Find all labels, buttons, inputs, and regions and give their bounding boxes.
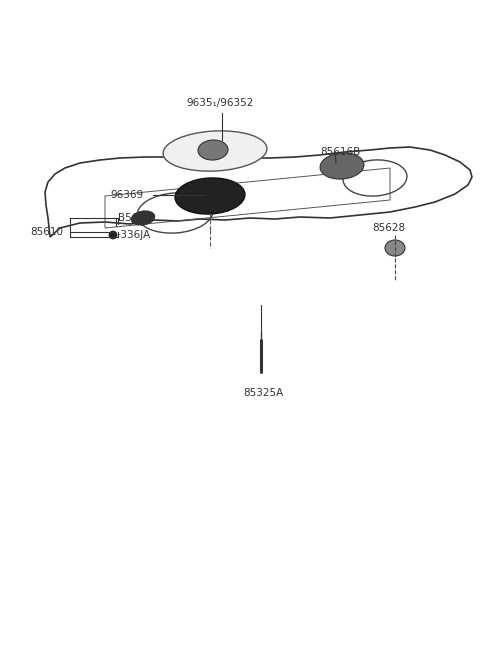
Ellipse shape xyxy=(131,211,155,225)
Text: 85616B: 85616B xyxy=(320,147,360,157)
Text: 96369: 96369 xyxy=(110,190,143,200)
Ellipse shape xyxy=(175,178,245,214)
Ellipse shape xyxy=(198,140,228,160)
Text: 85628: 85628 xyxy=(372,223,405,233)
Circle shape xyxy=(109,231,117,239)
Ellipse shape xyxy=(320,153,364,179)
Text: 85610: 85610 xyxy=(30,227,63,237)
Ellipse shape xyxy=(163,131,267,171)
Text: 9635₁/96352: 9635₁/96352 xyxy=(186,98,254,108)
Text: ·336JA: ·336JA xyxy=(118,230,151,240)
Ellipse shape xyxy=(385,240,405,256)
Text: 85325A: 85325A xyxy=(243,388,283,398)
Text: B5631: B5631 xyxy=(118,213,152,223)
